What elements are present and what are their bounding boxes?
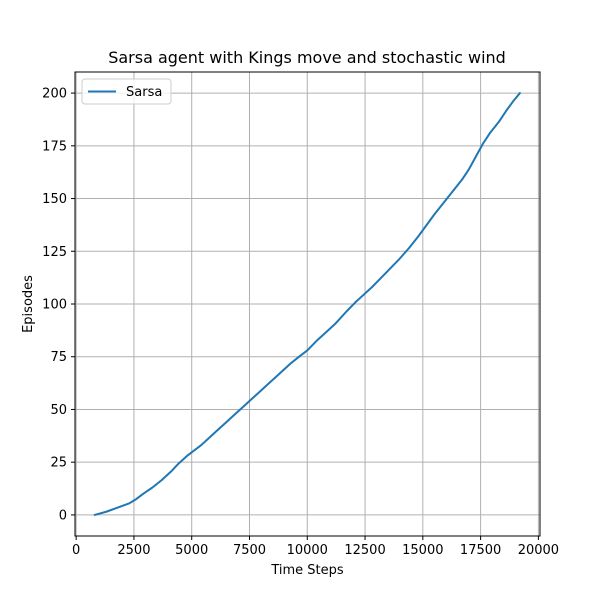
x-tick-label: 0: [72, 543, 80, 558]
chart-title: Sarsa agent with Kings move and stochast…: [108, 48, 506, 67]
legend: Sarsa: [81, 78, 172, 105]
y-tick-label: 100: [42, 298, 67, 313]
x-tick-label: 15000: [402, 543, 443, 558]
x-tick-label: 10000: [287, 543, 328, 558]
x-tick-label: 2500: [117, 543, 150, 558]
legend-label-sarsa: Sarsa: [126, 85, 162, 100]
series-layer: [93, 92, 521, 516]
x-axis-ticks: 0 2500 5000 7500 10000 12500 15000 17500 20000: [72, 536, 559, 558]
y-tick-label: 50: [50, 403, 67, 418]
y-tick-label: 0: [59, 508, 67, 523]
series-line-sarsa: [93, 92, 521, 516]
y-tick-label: 125: [42, 245, 67, 260]
y-tick-label: 150: [42, 192, 67, 207]
y-axis-ticks: 0 25 50 75 100 125 150 175 200: [42, 87, 75, 523]
x-tick-label: 7500: [233, 543, 266, 558]
y-tick-label: 175: [42, 139, 67, 154]
y-axis-label: Episodes: [21, 275, 36, 333]
y-tick-label: 200: [42, 87, 67, 102]
legend-box: [81, 78, 172, 105]
grid-lines: [75, 72, 540, 536]
y-tick-label: 25: [50, 456, 67, 471]
x-axis-label: Time Steps: [270, 563, 344, 578]
x-tick-label: 12500: [344, 543, 385, 558]
y-tick-label: 75: [50, 350, 67, 365]
x-tick-label: 17500: [460, 543, 501, 558]
x-tick-label: 20000: [518, 543, 559, 558]
x-tick-label: 5000: [175, 543, 208, 558]
